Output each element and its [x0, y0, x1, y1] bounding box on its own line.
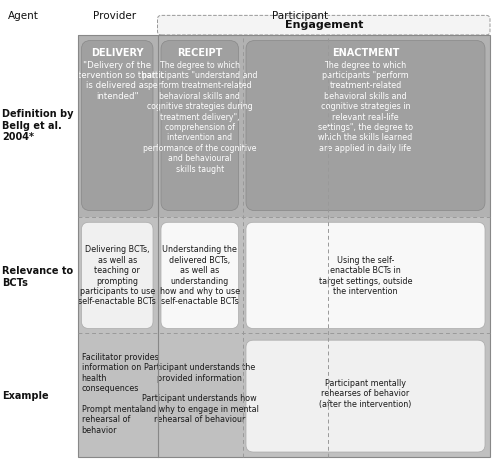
Text: Participant: Participant [272, 11, 328, 21]
Text: Participant mentally
rehearses of behavior
(after the intervention): Participant mentally rehearses of behavi… [320, 379, 412, 409]
Text: Definition by
Bellg et al.
2004*: Definition by Bellg et al. 2004* [2, 109, 74, 143]
Text: Facilitator provides
information on
health
consequences

Prompt mental
rehearsal: Facilitator provides information on heal… [82, 353, 158, 435]
Text: Example: Example [2, 391, 49, 401]
FancyBboxPatch shape [161, 222, 238, 329]
Text: Understanding the
delivered BCTs,
as well as
understanding
how and why to use
se: Understanding the delivered BCTs, as wel… [160, 246, 240, 306]
Text: Delivering BCTs,
as well as
teaching or
prompting
participants to use
self-enact: Delivering BCTs, as well as teaching or … [78, 246, 156, 306]
Text: Using the self-
enactable BCTs in
target settings, outside
the intervention: Using the self- enactable BCTs in target… [319, 256, 412, 296]
FancyBboxPatch shape [158, 15, 490, 35]
Text: Relevance to
BCTs: Relevance to BCTs [2, 267, 74, 288]
Bar [78, 35, 490, 217]
Text: RECEIPT: RECEIPT [177, 48, 222, 57]
FancyBboxPatch shape [82, 222, 153, 329]
Text: Engagement: Engagement [285, 20, 363, 30]
Text: ENACTMENT: ENACTMENT [332, 48, 399, 57]
Text: The degree to which
participants "perform
treatment-related
behavioral skills an: The degree to which participants "perfor… [318, 61, 413, 153]
Text: DELIVERY: DELIVERY [91, 48, 144, 57]
FancyBboxPatch shape [161, 41, 238, 211]
FancyBboxPatch shape [246, 41, 485, 211]
Text: "Delivery of the
intervention so that it
is delivered as
intended": "Delivery of the intervention so that it… [70, 61, 164, 101]
Bar [78, 333, 490, 457]
FancyBboxPatch shape [246, 340, 485, 452]
FancyBboxPatch shape [82, 41, 153, 211]
Text: The degree to which
participants "understand and
perform treatment-related
behav: The degree to which participants "unders… [142, 61, 258, 173]
Bar [78, 35, 490, 457]
Text: Provider: Provider [92, 11, 136, 21]
Bar [78, 217, 490, 333]
Text: Participant understands the
provided information

Participant understands how
an: Participant understands the provided inf… [141, 363, 258, 424]
Text: Agent: Agent [8, 11, 38, 21]
FancyBboxPatch shape [246, 222, 485, 329]
